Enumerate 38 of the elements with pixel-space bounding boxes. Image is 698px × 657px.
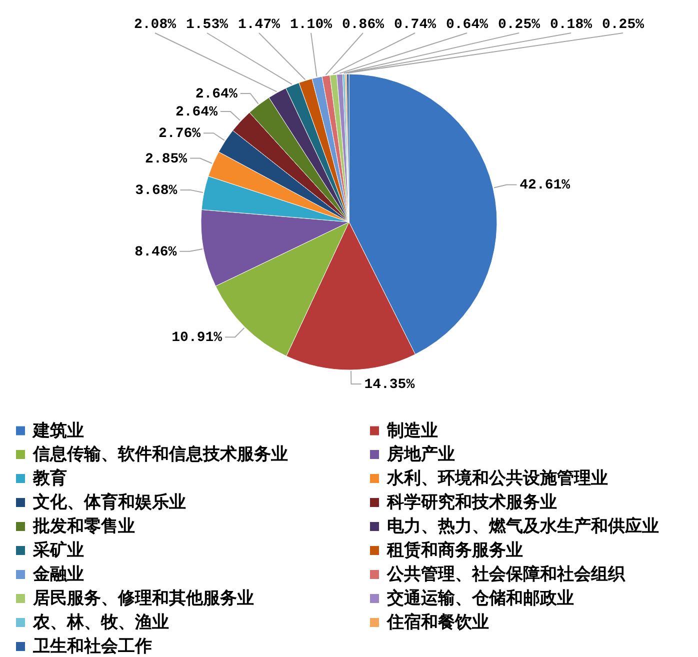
data-label: 0.74%: [394, 17, 437, 33]
data-label: 8.46%: [134, 244, 178, 260]
data-label: 2.64%: [175, 104, 218, 121]
legend-label: 居民服务、修理和其他服务业: [32, 588, 254, 608]
legend-label: 文化、体育和娱乐业: [32, 492, 186, 512]
legend-label: 科学研究和技术服务业: [386, 492, 557, 512]
legend-label: 采矿业: [32, 540, 84, 560]
legend-label: 房地产业: [386, 444, 455, 464]
data-label: 1.47%: [238, 17, 281, 33]
data-label: 0.25%: [498, 17, 541, 33]
data-label: 0.25%: [602, 17, 645, 33]
data-label: 0.18%: [550, 17, 593, 33]
data-label: 2.76%: [158, 126, 202, 142]
data-label: 1.53%: [186, 17, 229, 33]
data-label: 42.61%: [520, 178, 571, 194]
legend-label: 制造业: [386, 420, 438, 441]
legend-label: 租赁和商务服务业: [386, 540, 523, 560]
legend-label: 电力、热力、燃气及水生产和供应业: [387, 516, 659, 536]
legend-label: 交通运输、仓储和邮政业: [386, 588, 574, 608]
legend-label: 公共管理、社会保障和社会组织: [386, 564, 626, 584]
data-label: 2.08%: [134, 17, 177, 33]
legend-label: 水利、环境和公共设施管理业: [386, 468, 608, 488]
data-label: 3.68%: [135, 182, 178, 199]
legend-label: 教育: [32, 468, 67, 488]
legend-label: 批发和零售业: [32, 516, 135, 536]
data-label: 14.35%: [364, 376, 416, 393]
legend-label: 农、林、牧、渔业: [32, 612, 169, 632]
data-label: 2.64%: [195, 86, 238, 102]
data-label: 0.86%: [342, 17, 385, 33]
data-label: 1.10%: [290, 17, 333, 33]
data-label: 10.91%: [172, 330, 223, 346]
data-label: 2.85%: [145, 151, 188, 168]
legend-label: 住宿和餐饮业: [386, 612, 489, 632]
data-label: 0.64%: [446, 17, 489, 33]
legend-label: 建筑业: [31, 420, 84, 441]
legend-label: 卫生和社会工作: [32, 636, 152, 656]
legend-label: 信息传输、软件和信息技术服务业: [32, 444, 288, 464]
legend-label: 金融业: [32, 564, 84, 584]
